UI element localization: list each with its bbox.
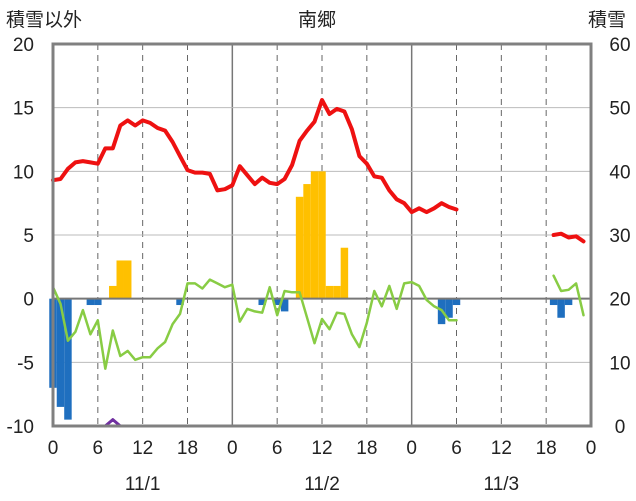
negative-bar bbox=[94, 298, 102, 306]
negative-bar bbox=[452, 298, 461, 306]
negative-bar bbox=[549, 298, 558, 306]
x-tick-label: 0 bbox=[406, 438, 417, 459]
x-tick-label: 18 bbox=[536, 438, 557, 459]
negative-bar bbox=[280, 298, 289, 312]
left-tick-label: 15 bbox=[13, 99, 34, 120]
right-tick-label: 0 bbox=[615, 417, 626, 438]
x-tick-label: 18 bbox=[356, 438, 377, 459]
temperature-line bbox=[51, 98, 586, 244]
x-tick-label: 0 bbox=[586, 438, 597, 459]
x-tick-label: 12 bbox=[311, 438, 332, 459]
x-tick-label: 6 bbox=[272, 438, 283, 459]
negative-bar bbox=[273, 298, 281, 306]
right-tick-label: 30 bbox=[609, 226, 630, 247]
negative-bar bbox=[56, 298, 65, 407]
negative-bar bbox=[176, 298, 184, 306]
negative-bar bbox=[258, 298, 266, 306]
x-tick-label: 6 bbox=[93, 438, 104, 459]
right-tick-label: 20 bbox=[609, 290, 630, 311]
positive-bar bbox=[325, 285, 334, 299]
x-tick-label: 0 bbox=[48, 438, 59, 459]
date-label: 11/2 bbox=[304, 474, 340, 495]
positive-bar bbox=[340, 247, 349, 299]
right-axis-label: 積雪 bbox=[588, 9, 626, 31]
left-tick-label: 5 bbox=[23, 226, 34, 247]
positive-bar bbox=[295, 196, 304, 299]
negative-bar bbox=[445, 298, 453, 318]
right-tick-label: 50 bbox=[609, 99, 630, 120]
positive-bar bbox=[116, 260, 124, 299]
bars-layer bbox=[49, 171, 573, 420]
positive-bar bbox=[310, 171, 319, 299]
x-tick-label: 0 bbox=[227, 438, 238, 459]
chart-title: 南郷 bbox=[298, 9, 336, 31]
positive-bar bbox=[123, 260, 132, 299]
left-tick-label: 20 bbox=[13, 35, 34, 56]
left-axis-label: 積雪以外 bbox=[6, 9, 82, 31]
left-tick-label: 0 bbox=[23, 290, 34, 311]
negative-bar bbox=[564, 298, 573, 306]
date-label: 11/3 bbox=[484, 474, 520, 495]
left-tick-label: -5 bbox=[17, 353, 34, 374]
negative-bar bbox=[557, 298, 565, 318]
positive-bar bbox=[109, 285, 117, 299]
positive-bar bbox=[318, 171, 326, 299]
date-label: 11/1 bbox=[125, 474, 161, 495]
left-tick-label: -10 bbox=[7, 417, 34, 438]
plot-frame bbox=[51, 42, 593, 428]
green-series-line bbox=[51, 274, 585, 370]
x-tick-label: 12 bbox=[491, 438, 512, 459]
x-tick-label: 18 bbox=[177, 438, 198, 459]
right-tick-label: 10 bbox=[609, 353, 630, 374]
positive-bar bbox=[333, 285, 341, 299]
x-tick-label: 6 bbox=[451, 438, 462, 459]
left-tick-label: 10 bbox=[13, 162, 34, 183]
negative-bar bbox=[86, 298, 95, 306]
right-tick-label: 60 bbox=[609, 35, 630, 56]
positive-bar bbox=[303, 184, 311, 299]
right-tick-label: 40 bbox=[609, 162, 630, 183]
negative-bar bbox=[64, 298, 72, 420]
x-tick-label: 12 bbox=[132, 438, 153, 459]
